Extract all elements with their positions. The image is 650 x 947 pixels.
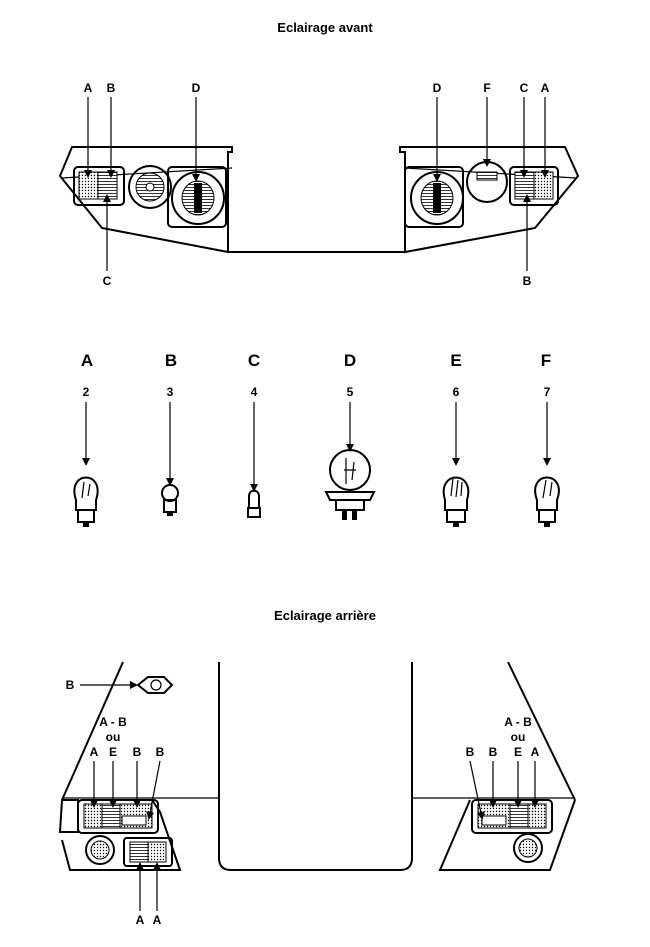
bulb-letter-a: A (81, 351, 93, 370)
bulb-f-icon (534, 476, 560, 527)
rear-bottom-label-a1: A (136, 913, 145, 927)
bulb-letter-d: D (344, 351, 356, 370)
front-callouts: A B D D F C A C B (84, 81, 550, 288)
bulb-e-icon (442, 476, 470, 527)
front-label-a-left: A (84, 81, 93, 95)
bulb-a-icon (73, 476, 99, 527)
front-bumper (58, 146, 580, 254)
rear-left-label-b1: B (133, 745, 142, 759)
rear-right-lamps (471, 799, 553, 863)
front-label-d-left: D (192, 81, 201, 95)
rear-left-label-a: A (90, 745, 99, 759)
front-lighting-title: Eclairage avant (277, 20, 373, 35)
bulb-letter-b: B (165, 351, 177, 370)
bulb-number-5: 5 (347, 385, 354, 399)
rear-right-label-e: E (514, 745, 522, 759)
rear-right-label-b1: B (466, 745, 475, 759)
bulb-number-4: 4 (251, 385, 258, 399)
front-left-lamps (73, 165, 227, 228)
rear-right-group-line1: A - B (504, 715, 532, 729)
front-label-d-right: D (433, 81, 442, 95)
rear-left-label-b2: B (156, 745, 165, 759)
bulb-number-3: 3 (167, 385, 174, 399)
rear-right-group-line2: ou (511, 730, 526, 744)
plate-lamp-icon (136, 676, 174, 694)
front-label-f-right: F (483, 81, 490, 95)
rear-left-label-e: E (109, 745, 117, 759)
rear-plate-label: B (66, 678, 75, 692)
rear-lighting-title: Eclairage arrière (274, 608, 376, 623)
front-label-c-bottom: C (103, 274, 112, 288)
front-label-a-right: A (541, 81, 550, 95)
bulb-number-7: 7 (544, 385, 551, 399)
bulb-row: A B C D E F 2 3 4 5 6 7 (81, 351, 551, 492)
front-label-c-right: C (520, 81, 529, 95)
bulb-letter-f: F (541, 351, 551, 370)
bulb-number-2: 2 (83, 385, 90, 399)
bulb-c-icon (247, 489, 261, 518)
front-right-lamps (404, 161, 559, 228)
bulb-number-6: 6 (453, 385, 460, 399)
rear-left-group-line2: ou (106, 730, 121, 744)
front-label-b-bottom: B (523, 274, 532, 288)
rear-right-label-a: A (531, 745, 540, 759)
rear-callouts: B A - B ou A E B B A - B ou B B E A A A (66, 678, 540, 927)
rear-left-lamps (77, 799, 173, 867)
rear-bottom-label-a2: A (153, 913, 162, 927)
bulb-letter-c: C (248, 351, 260, 370)
front-label-b-left: B (107, 81, 116, 95)
bulb-d-icon (324, 449, 376, 520)
rear-left-group-line1: A - B (99, 715, 127, 729)
bulb-letter-e: E (450, 351, 461, 370)
bulb-b-icon (161, 484, 179, 516)
rear-right-label-b2: B (489, 745, 498, 759)
